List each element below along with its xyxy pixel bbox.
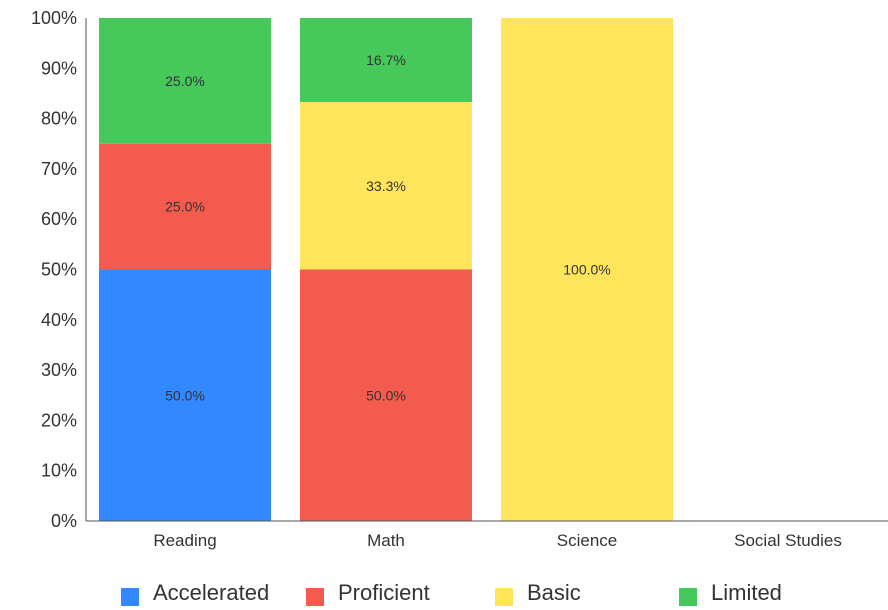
data-label: 25.0% [165,73,205,89]
bar-segment-limited [300,18,472,103]
y-tick-label: 30% [41,360,77,380]
legend-swatch [679,588,697,606]
y-tick-label: 0% [51,511,77,531]
bar-segments [99,18,673,521]
data-labels: 50.0% 25.0% 25.0% 50.0% 33.3% 16.7% 100.0% [165,52,611,403]
legend-label: Accelerated [153,580,270,605]
x-category-label: Science [557,531,617,550]
bar-segment-accelerated [99,269,271,521]
y-tick-label: 70% [41,159,77,179]
y-axis: 0% 10% 20% 30% 40% 50% 60% 70% 80% 90% 100% [31,8,87,531]
x-category-label: Math [367,531,405,550]
legend-swatch [306,588,324,606]
legend: Accelerated Proficient Basic Limited [0,576,888,610]
data-label: 50.0% [165,387,205,403]
legend-item-basic[interactable]: Basic [495,580,581,606]
y-tick-label: 60% [41,209,77,229]
legend-swatch [495,588,513,606]
y-tick-label: 40% [41,310,77,330]
y-tick-label: 20% [41,410,77,430]
stacked-bar-chart: 0% 10% 20% 30% 40% 50% 60% 70% 80% 90% 100% 50.0% 2… [31,8,888,550]
y-tick-label: 50% [41,260,77,280]
data-label: 33.3% [366,178,406,194]
bar-segment-basic [300,102,472,270]
y-tick-label: 100% [31,8,77,28]
x-axis: Reading Math Science Social Studies [86,520,888,550]
bar-segment-limited [99,18,271,144]
bar-segment-basic [501,18,673,521]
legend-swatch [121,588,139,606]
data-label: 100.0% [563,262,610,278]
bar-segment-proficient [300,269,472,521]
x-category-label: Reading [153,531,216,550]
legend-label: Proficient [338,580,430,605]
legend-item-limited[interactable]: Limited [679,580,782,606]
data-label: 25.0% [165,199,205,215]
data-label: 16.7% [366,52,406,68]
legend-item-accelerated[interactable]: Accelerated [121,580,269,606]
legend-item-proficient[interactable]: Proficient [306,580,430,606]
data-label: 50.0% [366,387,406,403]
legend-label: Limited [711,580,782,605]
y-tick-label: 80% [41,109,77,129]
bar-segment-proficient [99,143,271,270]
x-category-label: Social Studies [734,531,842,550]
y-tick-label: 90% [41,58,77,78]
legend-label: Basic [527,580,581,605]
y-tick-label: 10% [41,461,77,481]
